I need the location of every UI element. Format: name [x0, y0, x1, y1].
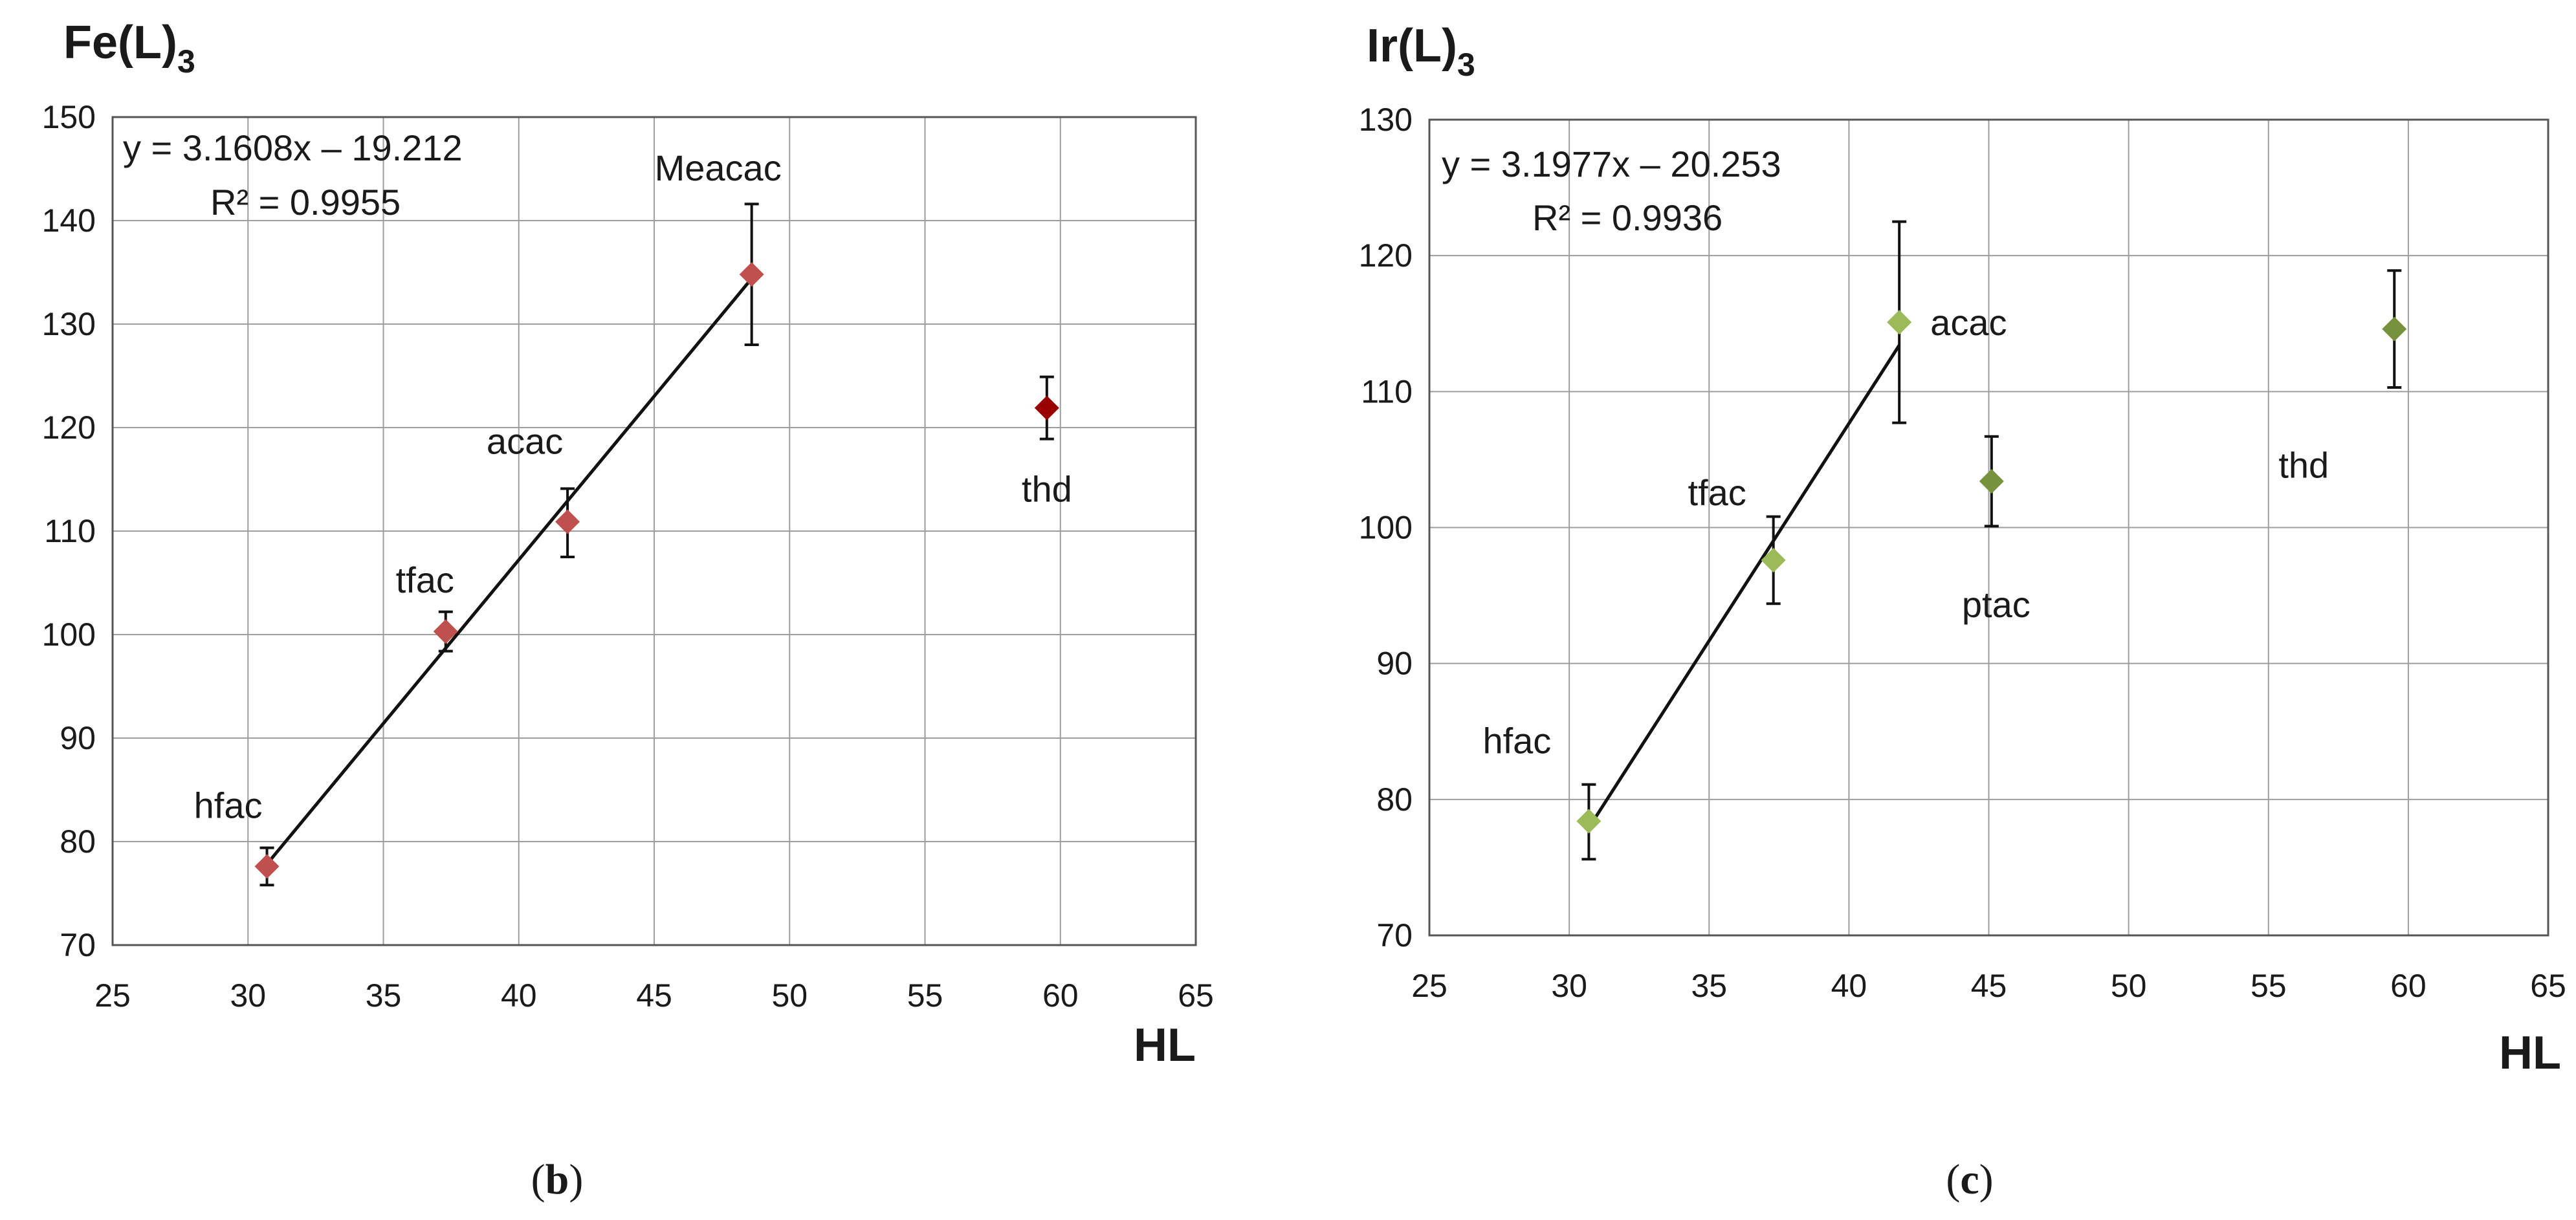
chart-ir-equation: y = 3.1977x – 20.253 [1442, 144, 1781, 184]
chart-ir-r-squared: R² = 0.9936 [1532, 197, 1723, 238]
chart-ir-x-tick-label: 35 [1691, 968, 1727, 1004]
chart-fe-x-tick-label: 55 [907, 977, 943, 1014]
chart-fe-points [255, 204, 1059, 885]
chart-fe-y-tick-label: 100 [42, 616, 96, 653]
chart-ir-y-tick-labels: 70 80 90 100 110 120 130 [1359, 102, 1413, 953]
chart-ir-x-tick-labels: 25 30 35 40 45 50 55 60 65 [1411, 968, 2566, 1004]
chart-ir-label-acac: acac [1930, 302, 2007, 343]
chart-fe-panel-label: (b) [531, 1156, 584, 1203]
chart-fe-point-labels: hfac tfac acac Meacac thd [194, 147, 1072, 825]
figure: Fe(L)3 70 80 90 100 110 120 130 140 150 25 30 35 40… [0, 0, 2576, 1220]
chart-fe-label-tfac: tfac [396, 560, 454, 600]
chart-ir-point-ptac [1979, 437, 2004, 527]
chart-fe-label-hfac: hfac [194, 785, 263, 825]
chart-fe-x-tick-label: 50 [771, 977, 808, 1014]
chart-fe-y-tick-label: 150 [42, 99, 96, 135]
diamond-marker [1887, 310, 1911, 334]
chart-fe-gridlines [113, 117, 1196, 945]
chart-fe-x-tick-label: 60 [1042, 977, 1079, 1014]
chart-ir-x-tick-label: 45 [1971, 968, 2007, 1004]
chart-ir-point-acac [1887, 222, 1911, 423]
chart-fe-y-tick-label: 140 [42, 202, 96, 239]
chart-fe-point-tfac [434, 612, 458, 651]
chart-fe-y-tick-label: 90 [60, 720, 96, 756]
chart-fe-label-acac: acac [487, 421, 563, 462]
chart-fe-trendline [267, 279, 752, 864]
chart-fe-point-thd [1035, 377, 1059, 439]
chart-ir-y-tick-label: 130 [1359, 102, 1413, 138]
chart-ir-point-thd [2382, 270, 2406, 387]
chart-ir-x-tick-label: 25 [1411, 968, 1448, 1004]
chart-fe-panel: Fe(L)3 70 80 90 100 110 120 130 140 150 25 30 35 40… [42, 17, 1214, 1203]
chart-ir-x-tick-label: 60 [2390, 968, 2427, 1004]
chart-fe-label-meacac: Meacac [655, 147, 782, 188]
chart-fe-y-tick-label: 80 [60, 823, 96, 860]
chart-fe-y-tick-label: 110 [44, 513, 96, 549]
chart-ir-y-tick-label: 100 [1359, 510, 1413, 546]
diamond-marker [740, 262, 764, 287]
chart-ir-panel: Ir(L)3 70 80 90 100 110 120 130 25 30 35 40 45 50 55… [1359, 20, 2566, 1203]
chart-ir-label-hfac: hfac [1482, 720, 1551, 761]
chart-fe-point-acac [555, 488, 580, 557]
chart-fe-y-tick-label: 70 [60, 927, 96, 963]
chart-ir-y-tick-label: 80 [1376, 781, 1413, 818]
chart-ir-y-tick-label: 70 [1376, 917, 1413, 953]
chart-ir-x-tick-label: 65 [2530, 968, 2566, 1004]
chart-fe-title: Fe(L)3 [63, 17, 195, 80]
chart-ir-x-axis-label: HL [2499, 1027, 2561, 1079]
chart-fe-equation: y = 3.1608x – 19.212 [123, 127, 463, 168]
diamond-marker [2382, 317, 2406, 342]
chart-fe-r-squared: R² = 0.9955 [210, 182, 401, 223]
chart-ir-y-tick-label: 110 [1361, 373, 1413, 409]
chart-ir-y-tick-label: 120 [1359, 237, 1413, 274]
chart-ir-trendline [1589, 345, 1899, 828]
chart-ir-title: Ir(L)3 [1367, 20, 1475, 83]
chart-fe-x-tick-label: 40 [501, 977, 537, 1014]
chart-fe-y-tick-label: 120 [42, 409, 96, 446]
chart-ir-x-tick-label: 50 [2111, 968, 2147, 1004]
chart-ir-point-hfac [1576, 785, 1601, 860]
chart-ir-label-thd: thd [2278, 445, 2329, 486]
chart-ir-x-tick-label: 40 [1831, 968, 1867, 1004]
chart-ir-y-tick-label: 90 [1376, 646, 1413, 682]
diamond-marker [255, 854, 280, 878]
chart-ir-point-labels: hfac tfac acac ptac thd [1482, 302, 2329, 761]
chart-fe-x-tick-label: 30 [230, 977, 266, 1014]
chart-ir-label-ptac: ptac [1962, 584, 2031, 625]
chart-fe-label-thd: thd [1022, 469, 1072, 510]
chart-ir-x-tick-label: 55 [2251, 968, 2287, 1004]
chart-fe-x-tick-label: 35 [366, 977, 402, 1014]
chart-fe-x-tick-label: 65 [1178, 977, 1214, 1014]
chart-fe-x-tick-labels: 25 30 35 40 45 50 55 60 65 [94, 977, 1214, 1014]
diamond-marker [1979, 469, 2004, 494]
chart-fe-x-axis-label: HL [1134, 1019, 1196, 1071]
chart-fe-y-tick-labels: 70 80 90 100 110 120 130 140 150 [42, 99, 96, 963]
chart-fe-y-tick-label: 130 [42, 306, 96, 342]
diamond-marker [1035, 396, 1059, 420]
chart-fe-x-tick-label: 25 [94, 977, 131, 1014]
chart-ir-x-tick-label: 30 [1551, 968, 1587, 1004]
chart-fe-x-tick-label: 45 [636, 977, 672, 1014]
chart-ir-panel-label: (c) [1946, 1156, 1993, 1203]
chart-ir-label-tfac: tfac [1688, 472, 1746, 513]
